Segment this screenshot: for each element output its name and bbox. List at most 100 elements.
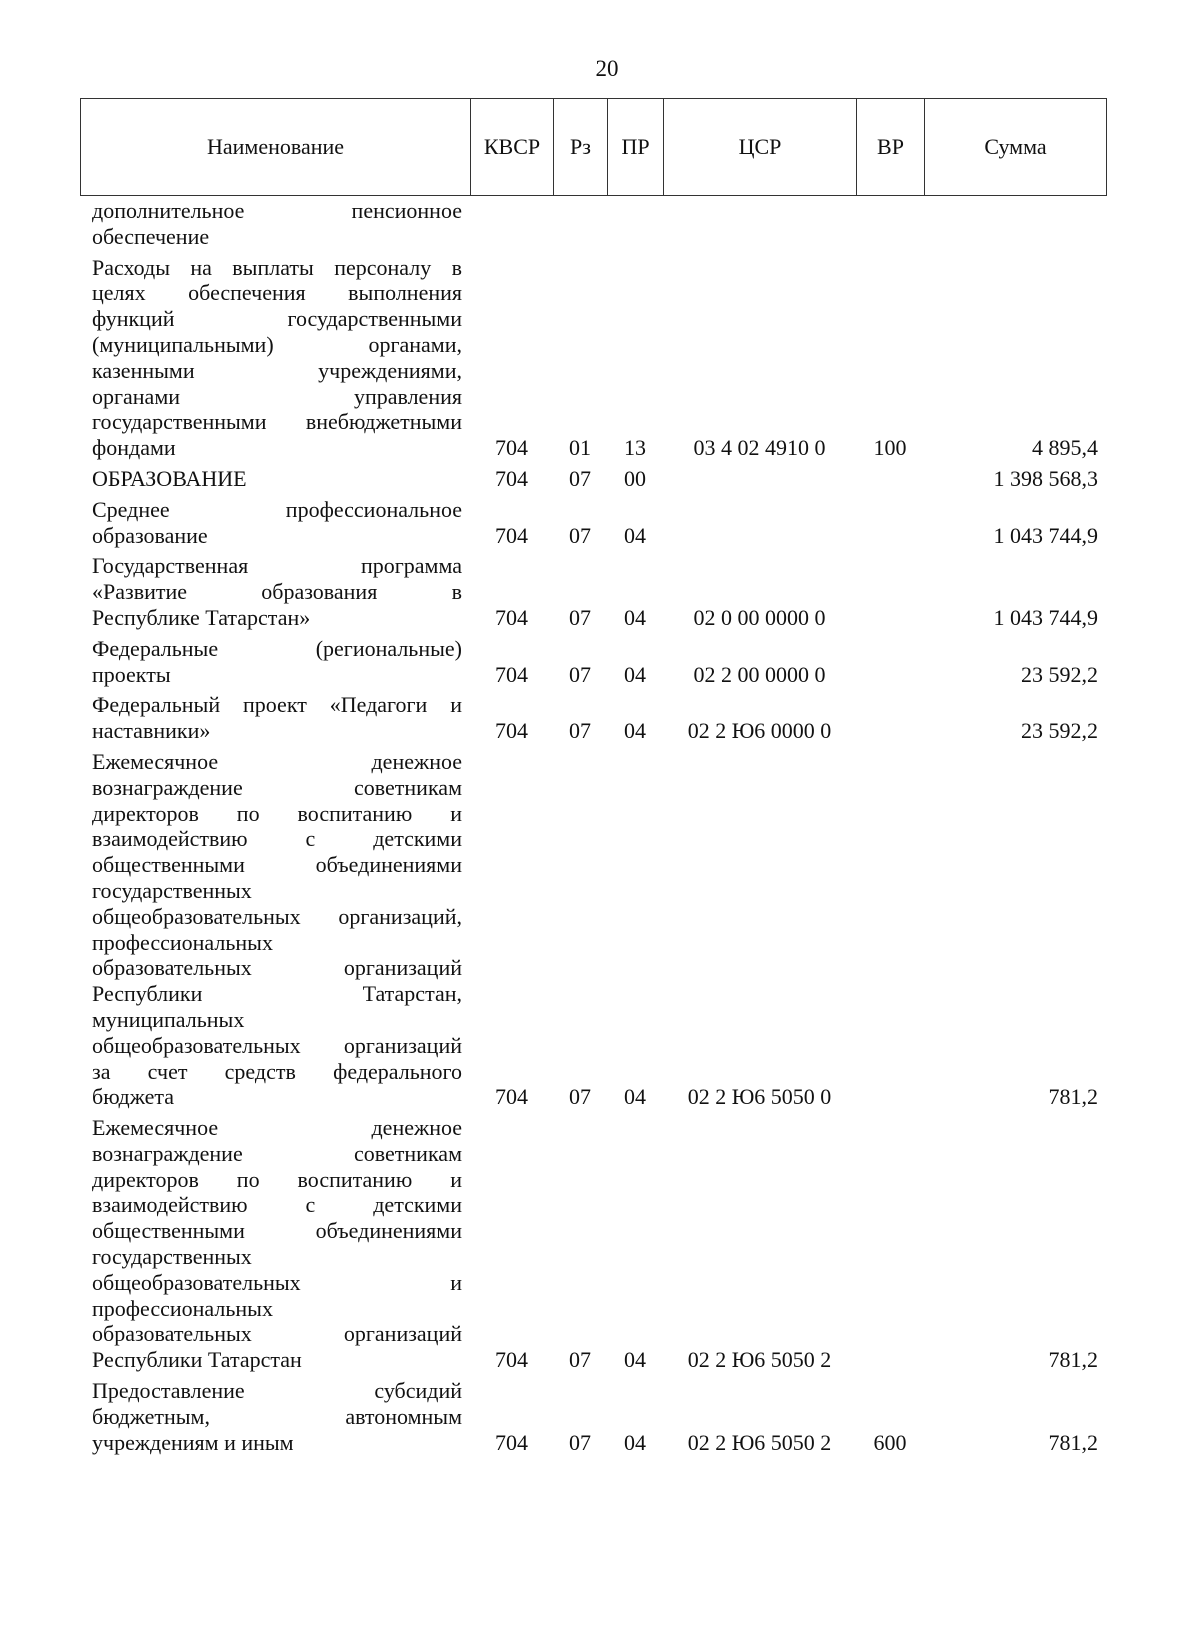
cell-kvsr: 704 (495, 465, 528, 491)
cell-vr: 600 (873, 1429, 907, 1455)
cell-kvsr: 704 (495, 435, 528, 461)
cell-kvsr (470, 224, 553, 250)
name-line: общественными объединениями (92, 852, 462, 878)
header-vr: ВР (856, 98, 925, 196)
name-line: государственными внебюджетными (92, 409, 462, 435)
cell-pr: 13 (624, 435, 646, 461)
table-row: Федеральные (региональные) проекты 704 07 04… (80, 636, 1106, 688)
cell-pr: 04 (624, 604, 646, 630)
cell-sum (924, 224, 1098, 250)
cell-rz: 01 (569, 435, 591, 461)
cell-vr (856, 466, 924, 492)
table-row: Федеральный проект «Педагоги и наставники… (80, 692, 1106, 744)
name-line: вознаграждение советникам (92, 1140, 462, 1166)
name-line: за счет средств федерального (92, 1058, 462, 1084)
cell-csr: 02 2 Ю6 5050 2 (687, 1347, 832, 1373)
cell-sum: 781,2 (1048, 1084, 1099, 1110)
name-line: директоров по воспитанию и (92, 1166, 462, 1192)
name-line: ОБРАЗОВАНИЕ (92, 465, 247, 491)
cell-pr (607, 224, 663, 250)
cell-pr: 04 (624, 661, 646, 687)
page-number: 20 (595, 56, 619, 81)
table-row: Предоставление субсидий бюджетным, автоно… (80, 1378, 1106, 1455)
cell-kvsr: 704 (495, 1347, 528, 1373)
table-row: Среднее профессиональное образование 704 07… (80, 497, 1106, 549)
cell-rz: 07 (569, 1429, 591, 1455)
cell-vr: 100 (873, 435, 907, 461)
cell-sum: 23 592,2 (1021, 718, 1098, 744)
cell-vr (856, 1347, 924, 1373)
name-line: целях обеспечения выполнения (92, 280, 462, 306)
table-row: Расходы на выплаты персоналу в целях обес… (80, 255, 1106, 461)
table-row: Ежемесячное денежное вознаграждение совет… (80, 749, 1106, 1110)
table-row: дополнительное пенсионное обеспечение (80, 198, 1106, 250)
cell-kvsr: 704 (495, 661, 528, 687)
cell-vr (856, 718, 924, 744)
row-name: Государственная программа «Развитие образ… (80, 553, 462, 630)
name-line: государственных (92, 1244, 252, 1270)
name-line: общеобразовательных организаций (92, 1032, 462, 1058)
name-line: Государственная программа (92, 553, 462, 579)
cell-sum: 23 592,2 (1021, 661, 1098, 687)
name-line: обеспечение (92, 223, 210, 249)
cell-csr (663, 523, 856, 549)
cell-kvsr: 704 (495, 522, 528, 548)
name-line: Республики Татарстан (92, 1347, 302, 1373)
cell-sum: 781,2 (1048, 1347, 1099, 1373)
header-rz: Рз (553, 98, 608, 196)
cell-pr: 00 (624, 465, 646, 491)
cell-pr: 04 (624, 1429, 646, 1455)
name-line: Ежемесячное денежное (92, 748, 462, 774)
name-line: функций государственными (92, 306, 462, 332)
name-line: Республики Татарстан, (92, 981, 462, 1007)
cell-csr: 02 2 Ю6 0000 0 (687, 718, 832, 744)
cell-sum: 1 043 744,9 (993, 604, 1099, 630)
name-line: учреждениям и иным (92, 1429, 294, 1455)
cell-sum: 781,2 (1048, 1429, 1099, 1455)
cell-kvsr: 704 (495, 1084, 528, 1110)
name-line: образовательных организаций (92, 955, 462, 981)
row-name: Предоставление субсидий бюджетным, автоно… (80, 1378, 462, 1455)
cell-pr: 04 (624, 1084, 646, 1110)
cell-vr (856, 605, 924, 631)
cell-rz: 07 (569, 1084, 591, 1110)
name-line: фондами (92, 435, 176, 461)
name-line: Расходы на выплаты персоналу в (92, 254, 462, 280)
cell-vr (856, 662, 924, 688)
name-line: бюджетным, автономным (92, 1403, 462, 1429)
name-line: муниципальных (92, 1006, 245, 1032)
name-line: образовательных организаций (92, 1321, 462, 1347)
row-name: Среднее профессиональное образование (80, 497, 462, 549)
table-header: Наименование КВСР Рз ПР ЦСР ВР Сумма (80, 98, 1107, 196)
cell-vr (856, 1084, 924, 1110)
table-row: Государственная программа «Развитие образ… (80, 553, 1106, 630)
name-line: Среднее профессиональное (92, 496, 462, 522)
cell-sum: 1 043 744,9 (993, 522, 1099, 548)
cell-sum: 4 895,4 (1032, 435, 1098, 461)
name-line: взаимодействию с детскими (92, 1192, 462, 1218)
name-line: директоров по воспитанию и (92, 800, 462, 826)
row-name: дополнительное пенсионное обеспечение (80, 198, 462, 250)
table-row: Ежемесячное денежное вознаграждение совет… (80, 1115, 1106, 1373)
cell-csr: 02 0 00 0000 0 (693, 604, 826, 630)
cell-csr (663, 466, 856, 492)
cell-rz: 07 (569, 718, 591, 744)
name-line: образование (92, 522, 208, 548)
name-line: Республике Татарстан» (92, 604, 311, 630)
name-line: профессиональных (92, 929, 273, 955)
row-name: ОБРАЗОВАНИЕ (80, 466, 462, 492)
cell-rz: 07 (569, 1347, 591, 1373)
cell-kvsr: 704 (495, 604, 528, 630)
cell-pr: 04 (624, 1347, 646, 1373)
name-line: взаимодействию с детскими (92, 826, 462, 852)
name-line: общеобразовательных организаций, (92, 903, 462, 929)
header-sum: Сумма (924, 98, 1107, 196)
table-body: дополнительное пенсионное обеспечение Расх… (80, 198, 1106, 1460)
cell-rz: 07 (569, 604, 591, 630)
cell-rz: 07 (569, 661, 591, 687)
name-line: наставники» (92, 718, 211, 744)
cell-vr (856, 224, 924, 250)
name-line: Ежемесячное денежное (92, 1115, 462, 1141)
name-line: общественными объединениями (92, 1218, 462, 1244)
